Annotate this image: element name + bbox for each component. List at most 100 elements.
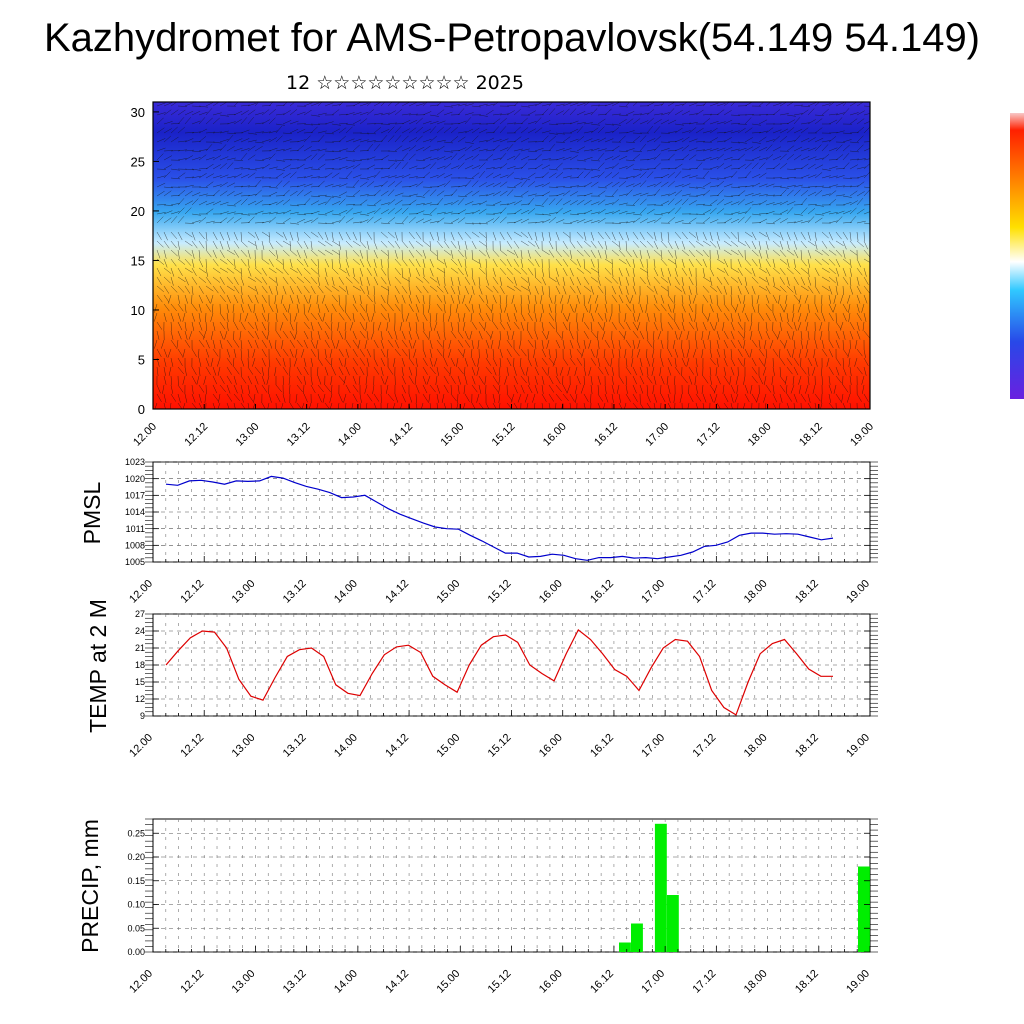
wind-barb: [849, 267, 852, 277]
wind-barb: [849, 158, 859, 161]
wind-barb: [408, 102, 418, 107]
wind-barb: [338, 122, 348, 125]
wind-barb: [240, 129, 250, 134]
wind-barb: [590, 285, 594, 295]
wind-barb: [184, 303, 187, 313]
wind-barb: [498, 375, 501, 385]
wind-barb: [184, 116, 192, 125]
temp-x-tick-label: 14.12: [383, 732, 411, 760]
wind-barb: [821, 144, 829, 152]
wind-barb: [569, 357, 576, 366]
wind-barb: [744, 393, 750, 403]
wind-barb: [233, 231, 238, 241]
wind-barb: [380, 312, 387, 321]
wind-barb: [597, 186, 607, 189]
wind-barb: [198, 186, 208, 188]
wind-barb: [436, 197, 444, 206]
wind-barb: [232, 303, 235, 313]
wind-barb: [589, 303, 592, 313]
wind-barb: [435, 375, 438, 385]
wind-barb: [590, 159, 600, 162]
wind-barb: [629, 294, 634, 304]
wind-barb: [303, 267, 311, 275]
wind-barb: [569, 240, 576, 249]
wind-barb: [863, 267, 867, 277]
wind-barb: [478, 303, 482, 313]
wind-barb: [380, 303, 387, 312]
wind-barb: [709, 366, 712, 376]
wind-barb: [156, 348, 162, 358]
wind-barb: [212, 164, 221, 170]
wind-barb: [275, 159, 285, 162]
wind-barb: [436, 249, 438, 259]
wind-barb: [464, 357, 468, 367]
wind-barb: [163, 276, 171, 284]
wind-barb: [520, 137, 530, 143]
wind-barb: [289, 402, 295, 409]
wind-barb: [380, 330, 383, 340]
wind-barb: [597, 113, 607, 116]
wind-barb: [443, 180, 451, 188]
wind-barb: [449, 366, 452, 376]
precip-x-tick-label: 15.12: [486, 968, 514, 996]
wind-barb: [590, 127, 599, 134]
wind-barb: [240, 258, 247, 267]
wind-barb: [296, 231, 299, 241]
wind-barb: [576, 126, 584, 134]
wind-barb: [632, 213, 642, 216]
wind-barb: [807, 147, 817, 152]
wind-barb: [709, 285, 718, 292]
wind-barb: [408, 258, 415, 267]
wind-barb: [541, 357, 548, 366]
wind-barb: [821, 249, 830, 257]
wind-barb: [219, 285, 226, 294]
wind-barb: [471, 384, 478, 393]
wind-barb: [463, 402, 466, 409]
wind-barb: [401, 330, 406, 340]
wind-barb: [219, 190, 228, 197]
wind-barb: [779, 189, 787, 197]
wind-barb: [282, 393, 286, 403]
wind-barb: [639, 198, 647, 206]
wind-barb: [457, 240, 461, 250]
wind-barb: [583, 149, 593, 152]
wind-barb: [163, 210, 173, 215]
wind-barb: [422, 267, 425, 277]
wind-barb: [849, 330, 854, 340]
wind-barb: [709, 148, 719, 152]
wind-barb: [492, 144, 500, 152]
wind-barb: [583, 122, 593, 125]
wind-barb: [331, 384, 333, 394]
wind-barb: [765, 303, 772, 312]
wind-barb: [681, 249, 690, 257]
wind-barb: [478, 312, 484, 321]
wind-barb: [226, 113, 236, 116]
wind-barb: [443, 105, 453, 108]
wind-barb: [597, 267, 600, 277]
wind-barb: [807, 119, 816, 125]
wind-barb: [639, 218, 648, 224]
wind-barb: [730, 357, 736, 367]
wind-barb: [429, 384, 436, 393]
wind-barb: [436, 240, 443, 249]
wind-barb: [457, 209, 466, 215]
wind-barb: [632, 182, 642, 188]
wind-barb: [163, 231, 168, 241]
wind-barb: [282, 240, 291, 246]
wind-barb: [695, 366, 698, 376]
wind-barb: [191, 267, 197, 276]
wind-barb: [212, 231, 218, 241]
wind-barb: [282, 348, 289, 357]
wind-barb: [485, 240, 488, 250]
wind-barb: [492, 191, 501, 197]
wind-barb: [177, 207, 185, 215]
wind-barb: [394, 126, 402, 134]
wind-barb: [709, 384, 716, 393]
wind-barb: [457, 131, 467, 134]
wind-barb: [807, 191, 817, 197]
wind-barb: [812, 366, 816, 376]
wind-barb: [324, 240, 333, 247]
wind-barb: [765, 211, 775, 215]
wind-barb: [646, 276, 651, 286]
wind-barb: [422, 384, 428, 394]
